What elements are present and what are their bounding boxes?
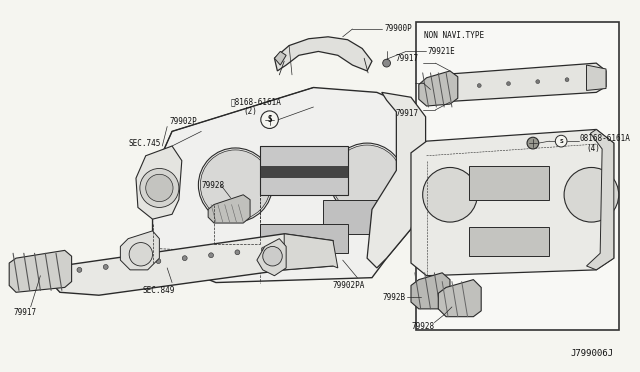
Circle shape: [383, 59, 390, 67]
Circle shape: [260, 111, 278, 128]
Polygon shape: [9, 250, 72, 292]
Polygon shape: [411, 129, 614, 276]
Polygon shape: [438, 280, 481, 317]
Text: J799006J: J799006J: [571, 349, 614, 358]
Text: 79902PA: 79902PA: [333, 281, 365, 290]
Text: Ⓞ8168-6161A: Ⓞ8168-6161A: [230, 97, 282, 107]
Circle shape: [103, 264, 108, 269]
Text: (2): (2): [243, 108, 257, 116]
Text: 79928: 79928: [412, 322, 435, 331]
Circle shape: [235, 250, 240, 255]
Polygon shape: [208, 195, 250, 223]
Polygon shape: [275, 37, 372, 71]
Text: 79917: 79917: [396, 109, 419, 118]
Bar: [323, 200, 377, 234]
Polygon shape: [411, 273, 450, 309]
Circle shape: [564, 167, 619, 222]
Polygon shape: [419, 71, 458, 106]
Circle shape: [565, 78, 569, 81]
Circle shape: [506, 81, 511, 86]
Circle shape: [198, 148, 273, 222]
Text: 79902P: 79902P: [169, 117, 197, 126]
Circle shape: [209, 253, 214, 258]
Polygon shape: [152, 87, 411, 283]
Circle shape: [556, 135, 567, 147]
Bar: [470, 227, 550, 256]
Circle shape: [477, 84, 481, 87]
Polygon shape: [431, 63, 606, 102]
Bar: [470, 166, 550, 200]
Bar: [260, 166, 348, 177]
Circle shape: [130, 262, 134, 266]
Circle shape: [129, 243, 152, 266]
Polygon shape: [120, 231, 159, 270]
Polygon shape: [586, 129, 614, 270]
Circle shape: [422, 167, 477, 222]
Text: NON NAVI.TYPE: NON NAVI.TYPE: [424, 31, 484, 40]
Circle shape: [77, 267, 82, 272]
Circle shape: [536, 80, 540, 84]
Circle shape: [330, 143, 404, 217]
Polygon shape: [367, 92, 426, 268]
Text: 7992B: 7992B: [382, 293, 405, 302]
Text: SEC.745: SEC.745: [128, 139, 161, 148]
Circle shape: [200, 150, 271, 220]
Polygon shape: [275, 51, 286, 65]
Text: 79917: 79917: [13, 308, 36, 317]
Text: 79928: 79928: [202, 180, 225, 189]
Text: 08168-6161A: 08168-6161A: [580, 134, 630, 143]
Circle shape: [527, 137, 539, 149]
Bar: [260, 224, 348, 253]
Text: 79921E: 79921E: [428, 47, 455, 56]
Circle shape: [140, 169, 179, 208]
Circle shape: [261, 247, 266, 252]
Text: S: S: [268, 115, 272, 124]
Circle shape: [146, 174, 173, 202]
Circle shape: [182, 256, 187, 261]
Polygon shape: [48, 234, 333, 295]
Circle shape: [332, 145, 402, 215]
Text: SEC.849: SEC.849: [143, 286, 175, 295]
Bar: [260, 146, 348, 195]
Polygon shape: [284, 234, 338, 270]
Text: 79917: 79917: [396, 54, 419, 63]
Polygon shape: [586, 65, 606, 90]
Polygon shape: [257, 239, 286, 276]
Circle shape: [448, 86, 452, 89]
Circle shape: [263, 247, 282, 266]
Text: 79900P: 79900P: [385, 25, 412, 33]
Bar: [416, 22, 619, 330]
Polygon shape: [136, 146, 182, 219]
Circle shape: [156, 259, 161, 263]
Text: S: S: [559, 139, 563, 144]
Text: (4): (4): [586, 144, 600, 153]
